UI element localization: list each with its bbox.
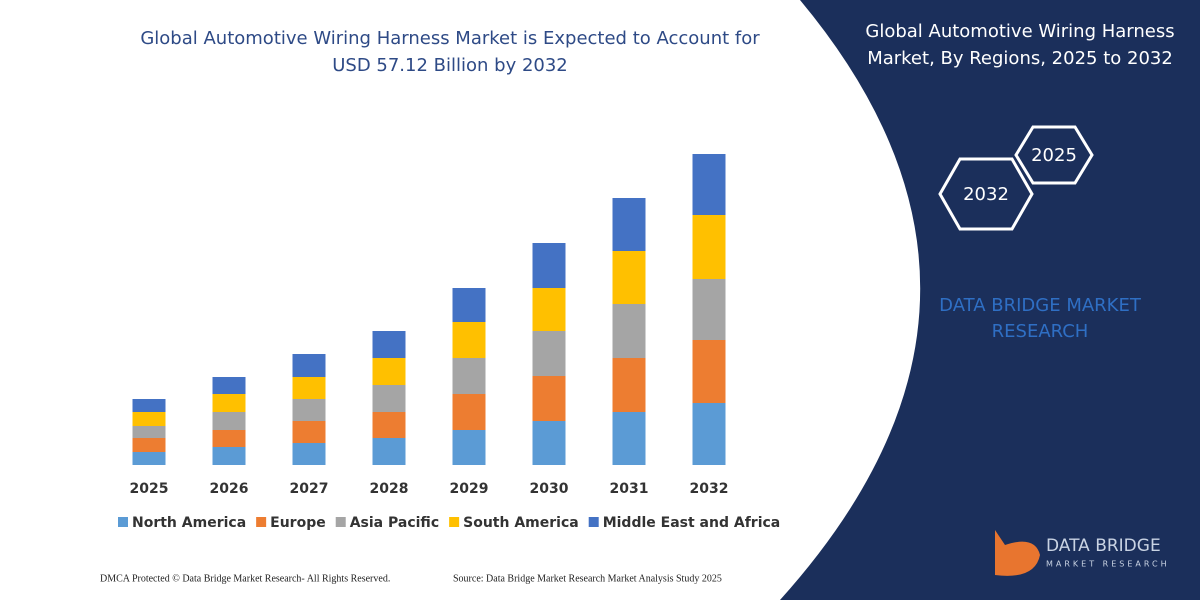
bar-segment xyxy=(612,198,646,251)
x-tick-label: 2028 xyxy=(370,481,409,497)
bar-segment xyxy=(612,304,646,358)
bar-segment xyxy=(372,358,406,385)
bar-segment xyxy=(132,399,166,412)
bar-segment xyxy=(292,354,326,377)
legend-label: Asia Pacific xyxy=(350,515,439,531)
bar-segment xyxy=(612,251,646,304)
x-tick-label: 2031 xyxy=(610,481,649,497)
x-tick-label: 2030 xyxy=(530,481,569,497)
bar-segment xyxy=(132,426,166,438)
bar-segment xyxy=(692,154,726,215)
bar-segment xyxy=(292,421,326,443)
bar-segment xyxy=(532,288,566,331)
bar-segment xyxy=(692,340,726,403)
legend-label: Middle East and Africa xyxy=(603,515,781,531)
logo-tagline: MARKET RESEARCH xyxy=(1046,560,1170,569)
bar-segment xyxy=(612,412,646,465)
logo-name: DATA BRIDGE xyxy=(1046,536,1161,556)
bar-segment xyxy=(372,385,406,412)
chart-title: Global Automotive Wiring Harness Market … xyxy=(140,28,760,76)
bar-segment xyxy=(372,438,406,465)
x-tick-label: 2027 xyxy=(290,481,329,497)
legend-label: South America xyxy=(463,515,579,531)
bar-segment xyxy=(132,438,166,452)
x-tick-label: 2025 xyxy=(130,481,169,497)
bar-segment xyxy=(532,376,566,421)
legend-label: Europe xyxy=(270,515,326,531)
bar-segment xyxy=(612,358,646,412)
bar-segment xyxy=(292,399,326,421)
legend-label: North America xyxy=(132,515,246,531)
bar-segment xyxy=(292,377,326,399)
panel-title: Global Automotive Wiring Harness Market,… xyxy=(865,21,1175,69)
legend-swatch xyxy=(588,517,599,527)
logo-icon xyxy=(995,530,1040,576)
bar-segment xyxy=(692,215,726,279)
bar-segment xyxy=(532,243,566,288)
bar-segment xyxy=(452,358,486,394)
hexagon xyxy=(1014,125,1094,185)
bar-segment xyxy=(132,412,166,426)
bar-segment xyxy=(212,430,246,447)
copyright: DMCA Protected © Data Bridge Market Rese… xyxy=(100,573,390,584)
hexagon-label: 2032 xyxy=(963,184,1009,205)
bar-segment xyxy=(212,394,246,412)
hexagon-label: 2025 xyxy=(1031,145,1077,166)
brand: DATA BRIDGE MARKET RESEARCH xyxy=(939,295,1141,342)
bar-segment xyxy=(532,421,566,465)
legend-swatch xyxy=(256,517,267,527)
bar-segment xyxy=(292,443,326,465)
source: Source: Data Bridge Market Research Mark… xyxy=(453,573,722,584)
bar-segment xyxy=(692,403,726,465)
bar-segment xyxy=(212,447,246,465)
bar-segment xyxy=(212,377,246,394)
bar-segment xyxy=(452,288,486,322)
x-tick-label: 2026 xyxy=(210,481,249,497)
legend-swatch xyxy=(449,517,460,527)
bar-segment xyxy=(372,331,406,358)
legend-swatch xyxy=(335,517,346,527)
side-panel xyxy=(780,0,1200,600)
bar-segment xyxy=(692,279,726,340)
x-tick-label: 2032 xyxy=(690,481,729,497)
bar-segment xyxy=(212,412,246,430)
bar-segment xyxy=(452,394,486,430)
hexagon xyxy=(938,157,1034,231)
x-tick-label: 2029 xyxy=(450,481,489,497)
bar-segment xyxy=(452,430,486,465)
bar-segment xyxy=(132,452,166,465)
bar-segment xyxy=(452,322,486,358)
brand-box: DATA BRIDGE MARKET RESEARCH xyxy=(939,295,1141,342)
bar-segment xyxy=(532,331,566,376)
legend-swatch xyxy=(118,517,128,527)
bar-segment xyxy=(372,412,406,438)
